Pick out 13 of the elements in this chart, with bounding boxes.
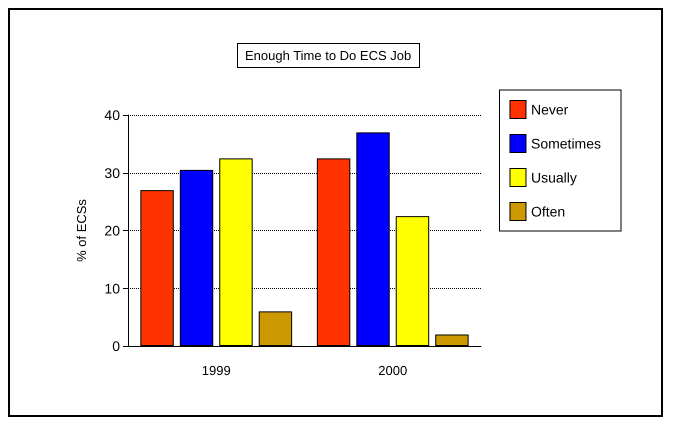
chart-title: Enough Time to Do ECS Job [245,48,412,63]
y-tick-label: 10 [104,280,120,296]
legend-label: Never [530,102,569,118]
legend-label: Usually [530,170,577,186]
y-tick-label: 30 [104,164,120,181]
x-tick-label: 2000 [378,363,408,378]
legend-label: Sometimes [530,136,602,152]
y-tick-label: 0 [112,338,120,354]
y-tick-label: 40 [104,107,120,123]
x-tick-label: 1999 [202,363,231,378]
y-tick-label: 20 [104,222,120,238]
y-axis-title: % of ECSs [74,198,89,262]
legend-label: Often [530,204,566,220]
